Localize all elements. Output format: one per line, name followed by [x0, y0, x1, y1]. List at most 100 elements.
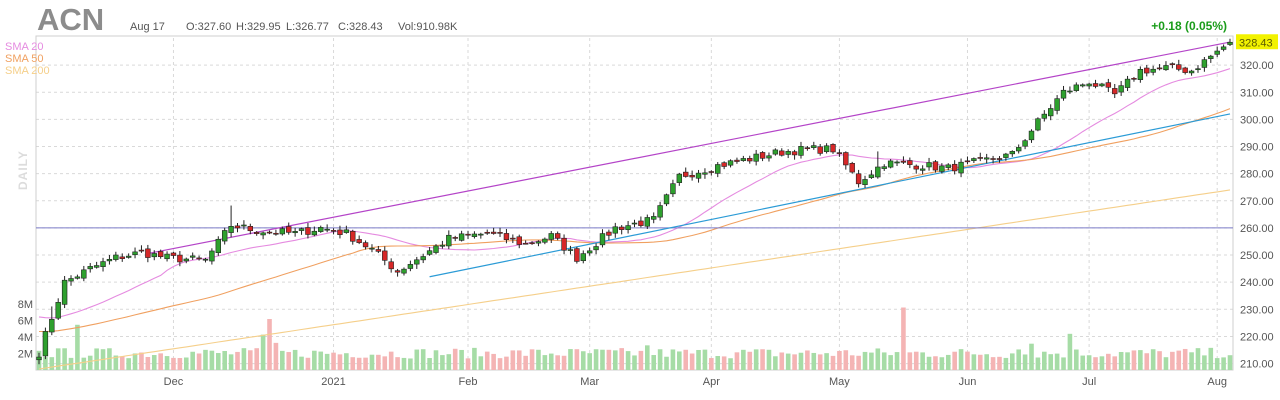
volume-bar [1048, 354, 1054, 370]
candle [715, 162, 721, 178]
volume-bar [593, 349, 599, 370]
volume-bar [1221, 357, 1226, 370]
volume-bar [580, 351, 586, 370]
volume-bar [555, 355, 560, 370]
candle [1201, 57, 1208, 72]
candle [1220, 44, 1227, 52]
candle-body [202, 258, 209, 261]
candle-body [279, 228, 286, 235]
candle-body [759, 152, 766, 159]
candle-body [61, 279, 68, 305]
candle [1105, 78, 1112, 93]
candle [497, 227, 503, 237]
candle-body [945, 164, 951, 168]
candle-body [55, 302, 61, 319]
candle-body [394, 270, 401, 273]
candle [426, 247, 433, 256]
volume-bar [344, 353, 349, 370]
candle [1163, 61, 1169, 71]
volume-bar [427, 358, 432, 370]
candle-body [996, 158, 1003, 160]
header-close: C:328.43 [338, 21, 383, 33]
candle-body [1105, 82, 1112, 88]
candle [388, 258, 394, 273]
candle [1099, 82, 1105, 88]
candle [241, 220, 247, 230]
candle-body [542, 238, 548, 243]
candle [631, 219, 638, 228]
volume-tick-label: 4M [18, 332, 33, 344]
candle [414, 256, 420, 269]
volume-bar [1189, 352, 1194, 370]
candle-body [266, 231, 273, 234]
volume-bar [837, 350, 842, 370]
candle [951, 160, 958, 175]
volume-bar [497, 358, 503, 370]
volume-bar [1150, 349, 1156, 370]
volume-bar [1022, 354, 1028, 370]
candle-body [401, 268, 407, 274]
candle-body [567, 249, 574, 251]
candle-body [791, 151, 798, 156]
candle-body [1137, 68, 1144, 80]
candle-body [606, 231, 612, 236]
candle [1182, 66, 1188, 75]
volume-bar [273, 342, 279, 370]
candle-body [721, 162, 727, 167]
candle [375, 245, 382, 254]
candle-body [292, 231, 298, 234]
volume-bar [292, 349, 298, 370]
candle-body [593, 246, 599, 251]
candle-body [586, 250, 593, 254]
candle [1112, 83, 1118, 99]
volume-bar [529, 349, 535, 370]
candle [446, 230, 452, 250]
candle-body [618, 226, 625, 230]
volume-bar [369, 354, 375, 370]
candle [350, 229, 356, 245]
candle-body [369, 247, 375, 250]
volume-bar [958, 349, 964, 370]
volume-tick-label: 6M [18, 316, 33, 328]
candle-body [1060, 89, 1067, 99]
candle [798, 141, 804, 159]
legend-entry: SMA 50 [5, 53, 44, 65]
volume-bar [1208, 347, 1214, 370]
candle-body [1169, 63, 1176, 65]
candle [1208, 54, 1214, 63]
candle-body [119, 256, 125, 259]
candle [1060, 85, 1067, 101]
candle [503, 228, 510, 244]
candle [1156, 64, 1163, 71]
candle [305, 222, 311, 239]
volume-bar [1016, 349, 1021, 370]
candle-body [862, 179, 868, 185]
candle [209, 248, 215, 265]
candle [785, 149, 791, 159]
volume-bar [1138, 350, 1143, 370]
candle [625, 220, 631, 234]
volume-bar [709, 358, 714, 370]
volume-bar [1074, 349, 1079, 370]
volume-bar [1176, 350, 1182, 370]
candle [279, 226, 286, 236]
y-tick-label: 240.00 [1240, 277, 1274, 289]
volume-bar [542, 355, 548, 370]
candle [471, 231, 478, 239]
candle [759, 151, 766, 162]
candle-body [151, 253, 157, 258]
volume-bar [702, 349, 708, 370]
volume-bar [1054, 353, 1060, 370]
volume-bar [107, 348, 112, 370]
candle [138, 245, 145, 253]
candle [1137, 66, 1144, 83]
candle-body [785, 151, 791, 155]
volume-bar [1035, 357, 1041, 370]
candle-body [727, 160, 734, 166]
y-tick-label: 210.00 [1240, 359, 1274, 371]
candle-body [343, 229, 350, 233]
candle-body [734, 159, 740, 162]
candle [663, 193, 670, 207]
volume-bar [318, 351, 324, 370]
candle [542, 237, 548, 245]
